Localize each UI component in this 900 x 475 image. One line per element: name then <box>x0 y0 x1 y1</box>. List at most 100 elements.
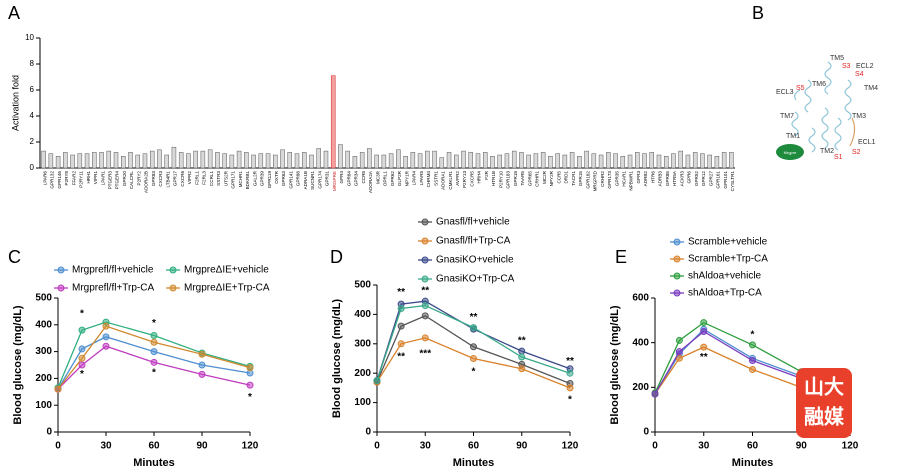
x-tick-label: GPR171 <box>231 171 236 189</box>
bar <box>678 150 683 169</box>
x-tick-label: TAAR5 <box>520 171 525 186</box>
bar <box>99 152 104 169</box>
y-axis-label: Blood glucose (mg/dL) <box>12 305 24 424</box>
x-tick-label: MC3R <box>375 170 380 184</box>
bar <box>301 152 307 169</box>
bar <box>692 152 698 169</box>
bar <box>410 152 416 169</box>
data-point <box>150 358 158 366</box>
legend-label: Mrgprefl/fl+Trp-CA <box>72 283 154 294</box>
bar <box>613 153 618 169</box>
x-tick-label: ADORA1 <box>441 171 446 190</box>
bar <box>323 150 329 169</box>
legend-marker <box>421 275 429 283</box>
x-tick-label: GPR4 <box>339 171 344 184</box>
bar <box>157 149 162 169</box>
x-tick-label: 0 <box>374 441 380 452</box>
bar <box>222 153 227 169</box>
bar <box>135 154 140 169</box>
x-tick-label: CCR8 <box>361 171 366 184</box>
x-tick-label: ACKR3 <box>679 171 684 187</box>
series-line <box>57 321 251 389</box>
data-point <box>566 384 574 392</box>
x-tick-label: 0 <box>652 441 658 452</box>
x-tick-label: ADRB3 <box>658 171 663 187</box>
x-axis-label: Minutes <box>453 457 495 469</box>
bar <box>106 150 112 169</box>
y-tick-label: 200 <box>35 373 52 384</box>
bar <box>475 153 481 169</box>
x-tick-label: LPAR1 <box>100 171 105 186</box>
y-tick-label: 500 <box>35 293 52 304</box>
panel-letter: E <box>615 247 627 267</box>
x-tick-label: GPR183 <box>506 171 511 189</box>
x-tick-label: NPBWR1 <box>629 171 634 191</box>
receptor-structure <box>776 61 856 160</box>
bar <box>656 154 662 169</box>
bar <box>569 152 575 169</box>
bar <box>309 154 314 169</box>
bar <box>425 150 430 169</box>
helix <box>804 79 812 113</box>
x-tick-label: P2RY8 <box>64 171 69 186</box>
data-point <box>78 326 86 334</box>
bar <box>649 152 654 169</box>
data-point <box>397 305 405 313</box>
x-tick-label: GPR88 <box>296 171 301 187</box>
structure-label: TM7 <box>780 113 794 120</box>
structure-label: Mrgpre <box>784 150 797 155</box>
legend-label: MrgpreΔIE+Trp-CA <box>184 283 270 294</box>
data-point <box>421 302 429 310</box>
annotation: * <box>80 309 84 320</box>
x-tick-label: VIPR2 <box>187 171 192 185</box>
x-tick-label: CCRL1 <box>209 171 214 187</box>
y-tick-label: 400 <box>354 309 371 320</box>
x-tick-label: GPR141 <box>288 171 293 189</box>
bar <box>497 154 502 169</box>
x-tick-label: NPY1R <box>404 170 409 186</box>
bar <box>92 152 97 169</box>
bar <box>454 154 459 169</box>
annotation: ** <box>397 352 405 363</box>
x-tick-label: AVPR2 <box>455 171 460 186</box>
legend-marker <box>673 272 681 280</box>
x-tick-label: HCAR1 <box>622 171 627 187</box>
x-tick-label: GPR182 <box>585 171 590 189</box>
structure-label: TM1 <box>786 133 800 140</box>
x-tick-label: ADORA2A <box>368 170 373 193</box>
x-tick-label: SSTR3 <box>216 171 221 186</box>
x-tick-label: 0 <box>55 441 61 452</box>
x-tick-label: P2RY10 <box>498 171 503 188</box>
bar <box>584 150 589 169</box>
structure-label: S4 <box>855 71 864 78</box>
x-tick-label: HTR6 <box>650 171 655 183</box>
data-point <box>675 336 683 344</box>
x-tick-label: GPR35 <box>614 171 619 187</box>
bar <box>642 153 647 169</box>
structure-label: ECL1 <box>858 139 876 146</box>
x-tick-label: 120 <box>242 441 259 452</box>
bar <box>519 152 524 169</box>
structure-label: TM4 <box>864 85 878 92</box>
bar <box>417 153 423 169</box>
bar <box>403 156 408 169</box>
x-tick-label: GPR17 <box>173 171 178 187</box>
legend-marker <box>57 284 65 292</box>
watermark-text: 融媒 <box>804 405 845 428</box>
panel-letter: B <box>752 3 764 23</box>
bar <box>468 152 474 169</box>
watermark: 山大 融媒 <box>796 368 852 438</box>
x-tick-label: GPR39 <box>260 171 265 187</box>
series-line <box>376 315 571 385</box>
x-tick-label: GPR173 <box>607 171 612 189</box>
series-line <box>376 337 571 389</box>
bar <box>511 150 517 169</box>
x-tick-label: PTGER4 <box>115 171 120 190</box>
data-point <box>421 312 429 320</box>
data-point <box>700 328 708 335</box>
structure-label: S3 <box>842 63 851 70</box>
series-line <box>376 300 571 381</box>
x-tick-label: GPR119 <box>267 171 272 189</box>
annotation: ** <box>566 356 574 367</box>
x-tick-label: HRH4 <box>477 171 482 184</box>
